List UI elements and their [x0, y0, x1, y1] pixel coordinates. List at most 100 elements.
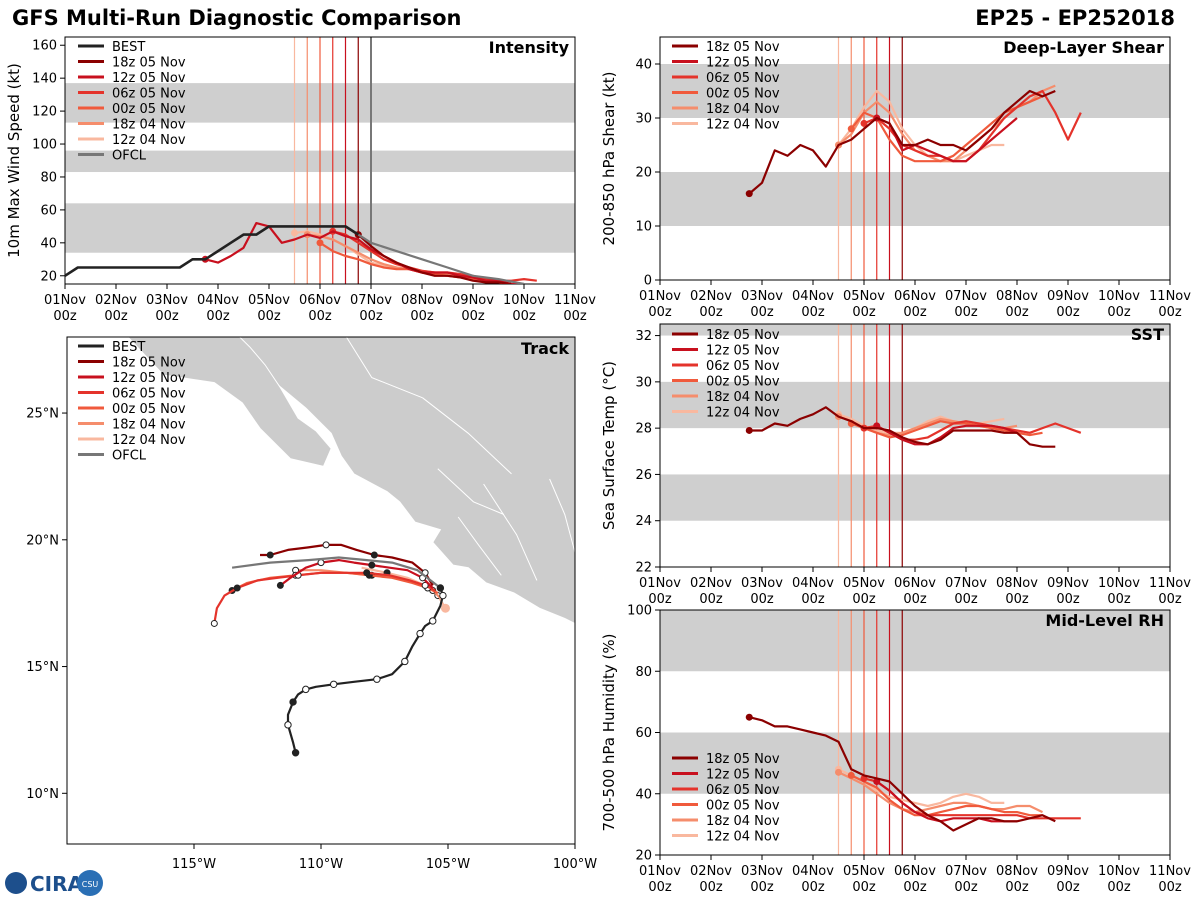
intensity-panel: 2040608010012014016001Nov00z02Nov00z03No…: [5, 36, 596, 324]
rh-panel: 2040608010001Nov00z02Nov00z03Nov00z04Nov…: [600, 604, 1191, 896]
sst-xtick-day: 02Nov: [690, 576, 732, 591]
track-xtick-label: 115°W: [172, 857, 216, 872]
track-forecast-point: [233, 584, 241, 592]
track-legend-label: BEST: [112, 340, 145, 355]
shear-series-18z-05-nov: [748, 89, 1056, 195]
shear-xtick-day: 01Nov: [639, 289, 681, 304]
track-best-point: [291, 749, 300, 757]
intensity-xtick-day: 04Nov: [197, 293, 239, 308]
shear-xtick-hour: 00z: [1158, 305, 1182, 320]
rh-xtick-hour: 00z: [1158, 880, 1182, 895]
intensity-legend-label: 18z 05 Nov: [112, 56, 186, 71]
shear-xtick-day: 09Nov: [1047, 289, 1089, 304]
intensity-ytick-label: 120: [32, 105, 57, 120]
track-best-point: [284, 721, 292, 729]
rh-legend-label: 18z 05 Nov: [706, 752, 780, 767]
intensity-legend-label: BEST: [112, 40, 145, 55]
shear-xtick-day: 07Nov: [945, 289, 987, 304]
shear-ytick-label: 30: [635, 112, 652, 127]
intensity-xtick-day: 02Nov: [95, 293, 137, 308]
track-best-point: [401, 657, 409, 666]
shear-band: [660, 172, 1170, 226]
intensity-xtick-day: 11Nov: [554, 293, 596, 308]
shear-ytick-label: 0: [644, 274, 652, 289]
shear-xtick-hour: 00z: [750, 305, 774, 320]
sst-title: SST: [1131, 325, 1164, 344]
logo-subtext: CSU: [82, 880, 99, 889]
intensity-ytick-label: 160: [32, 39, 57, 54]
sst-xtick-day: 06Nov: [894, 576, 936, 591]
shear-ylabel: 200-850 hPa Shear (kt): [600, 72, 618, 246]
sst-xtick-day: 11Nov: [1149, 576, 1191, 591]
sst-panel: 22242628303201Nov00z02Nov00z03Nov00z04No…: [600, 323, 1191, 607]
sst-xtick-hour: 00z: [1158, 592, 1182, 607]
sst-series-12z-05-nov: [876, 424, 1018, 446]
shear-xtick-day: 04Nov: [792, 289, 834, 304]
intensity-xtick-hour: 00z: [512, 309, 536, 324]
storm-id: EP25 - EP252018: [975, 6, 1175, 30]
intensity-xtick-day: 05Nov: [248, 293, 290, 308]
shear-init-point-06z-05-nov: [860, 119, 868, 127]
rh-band: [660, 732, 1170, 794]
rh-series-18z-04-nov: [838, 771, 1043, 814]
track-best-point: [289, 698, 297, 706]
rh-ylabel: 700-500 hPa Humidity (%): [600, 633, 618, 831]
rh-xtick-hour: 00z: [648, 880, 672, 895]
intensity-legend-label: 12z 04 Nov: [112, 133, 186, 148]
shear-title: Deep-Layer Shear: [1003, 38, 1164, 57]
intensity-init-point-00z-05-nov: [316, 239, 324, 247]
track-state-border: [483, 483, 538, 581]
intensity-ytick-label: 100: [32, 138, 57, 153]
intensity-xtick-hour: 00z: [257, 309, 281, 324]
intensity-xtick-day: 06Nov: [299, 293, 341, 308]
sst-xtick-day: 10Nov: [1098, 576, 1140, 591]
rh-xtick-day: 06Nov: [894, 864, 936, 879]
sst-series-00z-05-nov: [850, 420, 1043, 439]
intensity-xtick-day: 01Nov: [44, 293, 86, 308]
sst-xtick-day: 03Nov: [741, 576, 783, 591]
intensity-series-18z-04-nov: [307, 233, 474, 279]
shear-xtick-hour: 00z: [801, 305, 825, 320]
sst-xtick-day: 04Nov: [792, 576, 834, 591]
shear-xtick-hour: 00z: [903, 305, 927, 320]
rh-ytick-label: 40: [635, 787, 652, 802]
rh-xtick-day: 09Nov: [1047, 864, 1089, 879]
sst-ylabel: Sea Surface Temp (°C): [600, 361, 618, 530]
sst-xtick-hour: 00z: [1056, 592, 1080, 607]
sst-xtick-hour: 00z: [648, 592, 672, 607]
rh-xtick-day: 07Nov: [945, 864, 987, 879]
rh-series-12z-05-nov: [876, 780, 1017, 823]
sst-xtick-day: 01Nov: [639, 576, 681, 591]
track-forecast-point: [363, 569, 371, 577]
rh-series-18z-05-nov: [749, 716, 1056, 832]
shear-xtick-hour: 00z: [1056, 305, 1080, 320]
sst-ytick-label: 26: [635, 468, 652, 483]
track-legend-label: 00z 05 Nov: [112, 402, 186, 417]
shear-band: [660, 64, 1170, 118]
sst-xtick-day: 07Nov: [945, 576, 987, 591]
sst-ytick-label: 32: [635, 329, 652, 344]
shear-legend-label: 00z 05 Nov: [706, 87, 780, 102]
track-ytick-label: 10°N: [26, 787, 59, 802]
track-legend-label: 18z 04 Nov: [112, 418, 186, 433]
rh-xtick-hour: 00z: [954, 880, 978, 895]
rh-xtick-hour: 00z: [1005, 880, 1029, 895]
rh-xtick-day: 10Nov: [1098, 864, 1140, 879]
track-land-mexico: [239, 337, 575, 625]
intensity-xtick-day: 07Nov: [350, 293, 392, 308]
track-legend-label: OFCL: [112, 449, 147, 464]
intensity-legend-label: 06z 05 Nov: [112, 87, 186, 102]
rh-xtick-hour: 00z: [852, 880, 876, 895]
intensity-xtick-hour: 00z: [308, 309, 332, 324]
rh-xtick-hour: 00z: [1056, 880, 1080, 895]
rh-init-point-18z-04-nov: [835, 768, 842, 776]
intensity-xtick-hour: 00z: [359, 309, 383, 324]
rh-series-00z-05-nov: [850, 774, 1043, 817]
shear-legend-label: 12z 04 Nov: [706, 118, 780, 133]
sst-band: [660, 381, 1170, 429]
intensity-series-best: [65, 225, 360, 277]
logo-seal-icon: [77, 870, 103, 896]
intensity-xtick-hour: 00z: [206, 309, 230, 324]
shear-ytick-label: 40: [635, 58, 652, 73]
track-forecast-point: [276, 581, 284, 589]
